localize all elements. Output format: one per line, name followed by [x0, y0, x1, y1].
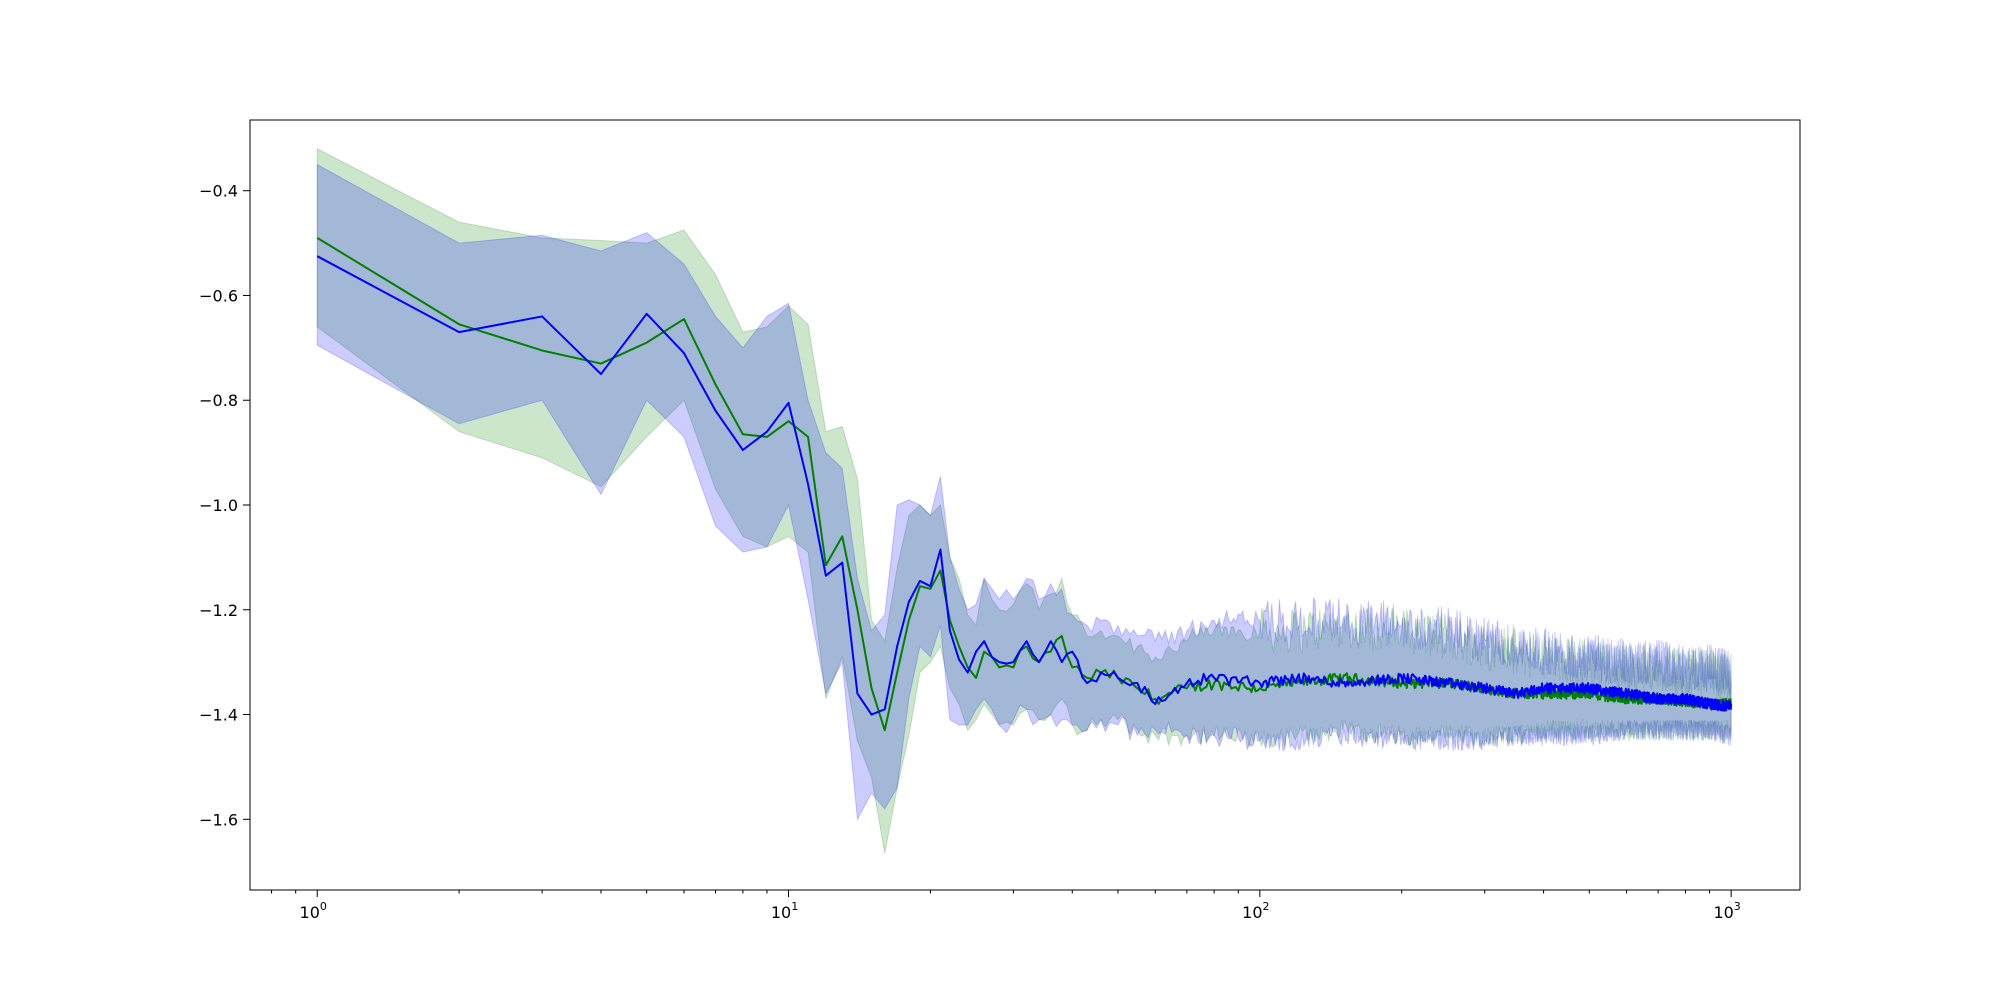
- x-tick-label: 100: [300, 900, 327, 922]
- y-tick-label: −0.6: [199, 286, 238, 305]
- y-tick-label: −1.6: [199, 810, 238, 829]
- y-tick-label: −1.4: [199, 706, 238, 725]
- y-axis: −0.4 −0.6 −0.8 −1.0 −1.2 −1.4 −1.6: [199, 182, 250, 829]
- series-2-line: [316, 255, 1733, 716]
- y-tick-label: −1.0: [199, 496, 238, 515]
- x-tick-label: 101: [771, 900, 798, 922]
- y-tick-label: −0.8: [199, 391, 238, 410]
- y-tick-label: −0.4: [199, 182, 238, 201]
- x-axis: 100 101 102 103: [271, 890, 1741, 922]
- series-lines: [316, 237, 1733, 732]
- y-tick-label: −1.2: [199, 601, 238, 620]
- plot-area: [316, 147, 1733, 854]
- x-tick-label: 103: [1713, 900, 1740, 922]
- x-tick-label: 102: [1242, 900, 1269, 922]
